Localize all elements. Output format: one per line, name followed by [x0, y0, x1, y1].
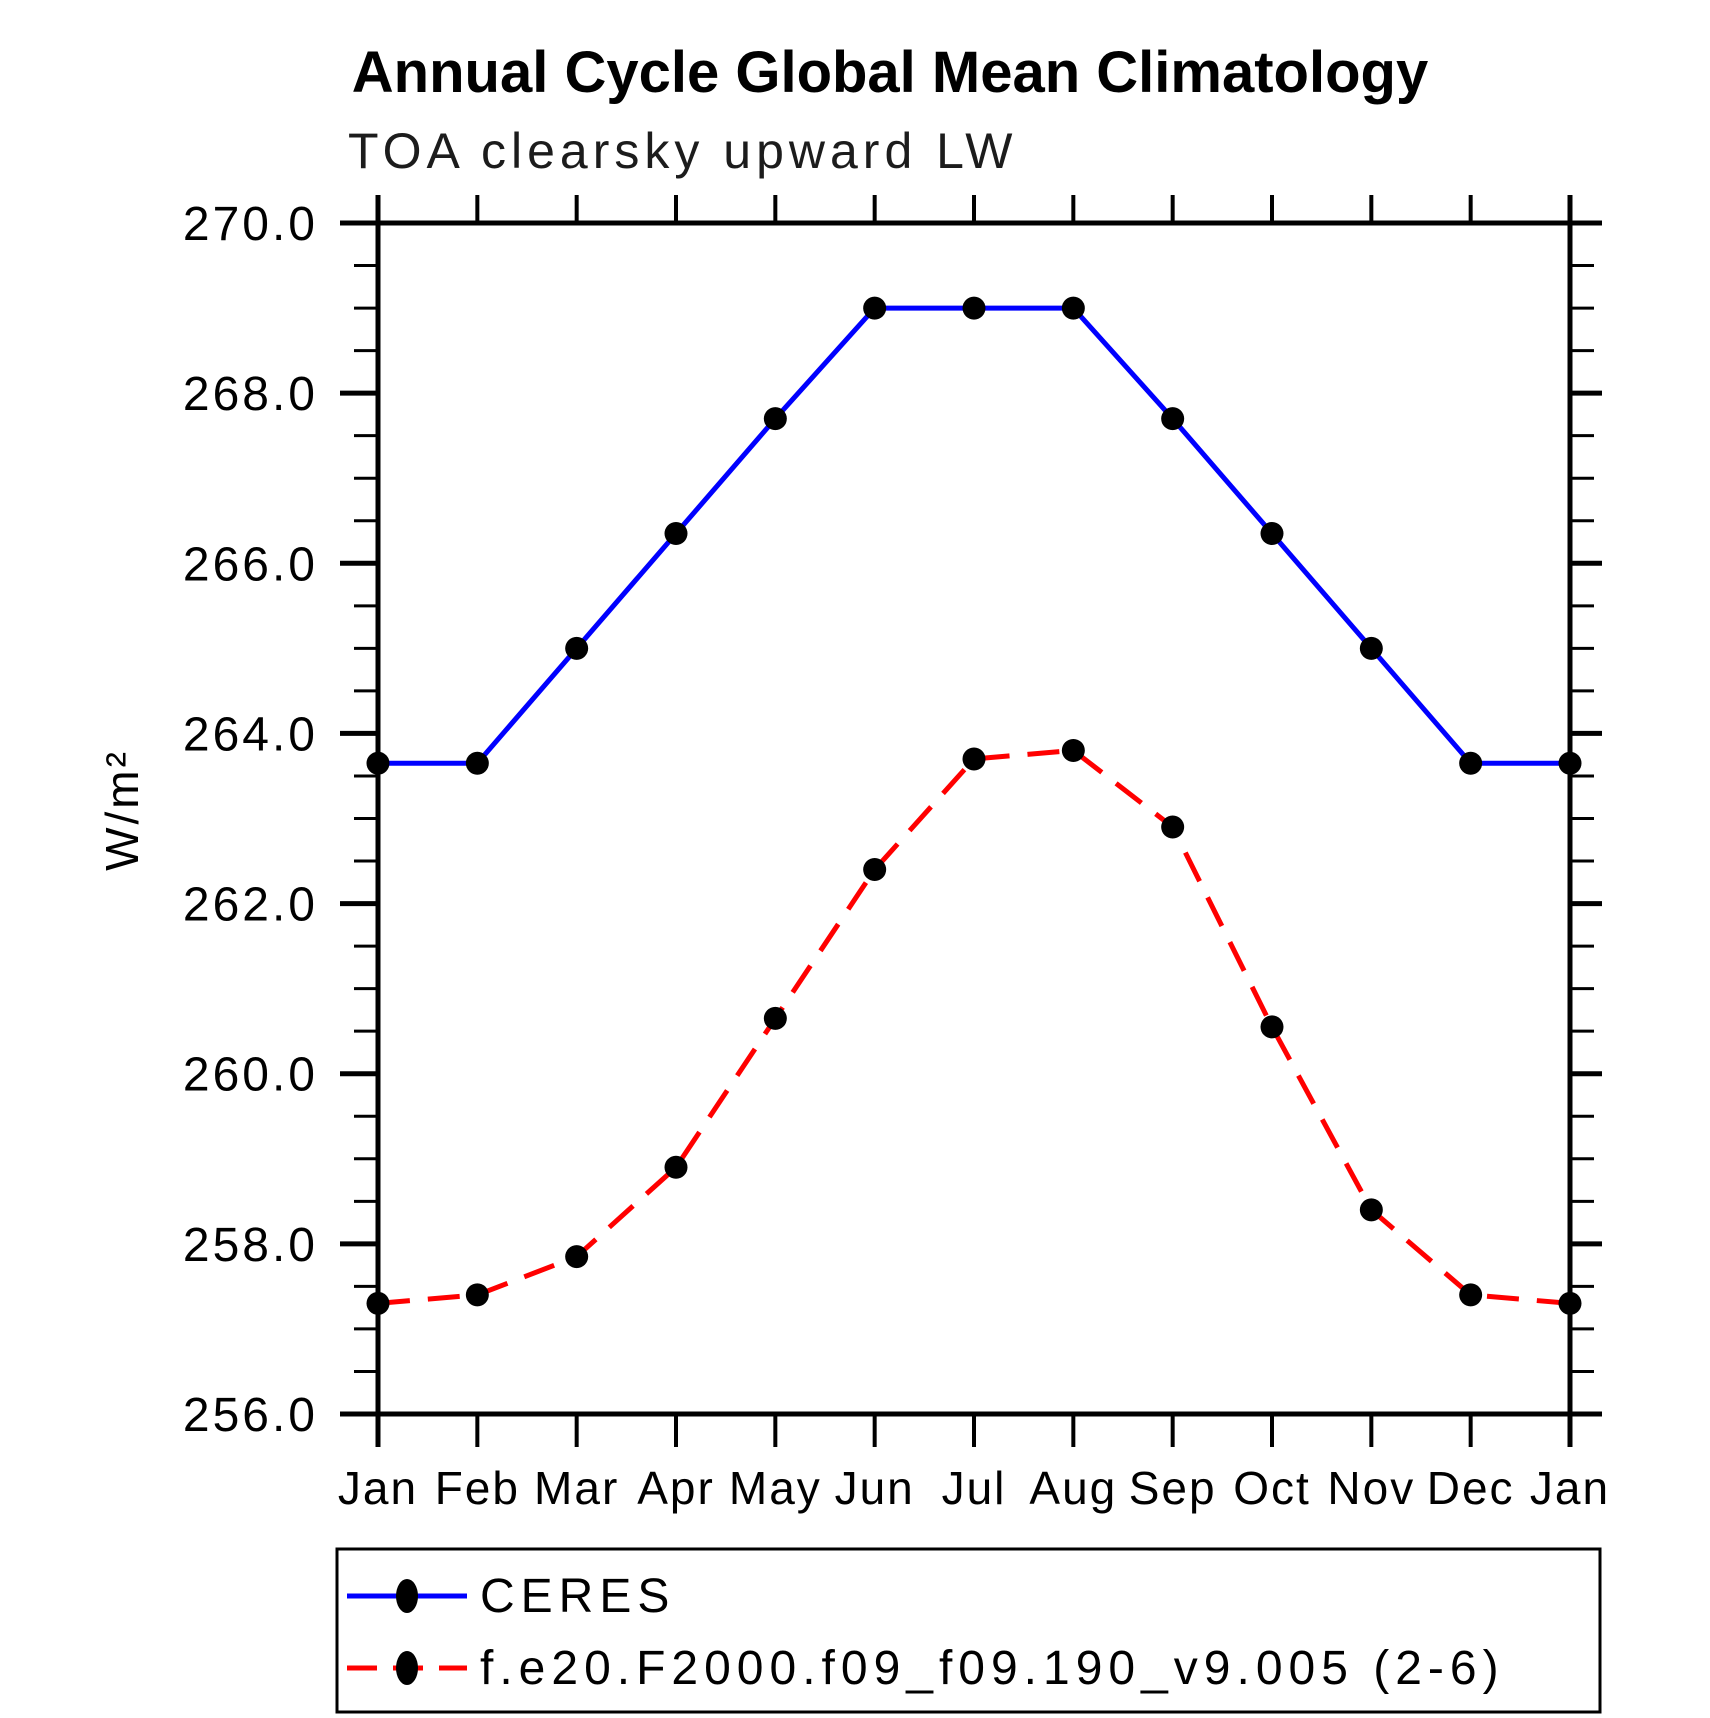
data-point-marker — [1260, 1015, 1284, 1039]
data-point-marker — [664, 1155, 688, 1179]
x-tick-label: Dec — [1427, 1462, 1515, 1514]
legend-label: CERES — [480, 1570, 675, 1623]
data-point-marker — [565, 636, 589, 660]
data-point-marker — [1459, 1283, 1483, 1307]
y-tick-label: 260.0 — [183, 1049, 318, 1102]
data-point-marker — [1558, 751, 1582, 775]
y-tick-label: 264.0 — [183, 708, 318, 761]
data-point-marker — [1161, 407, 1185, 431]
y-tick-label: 266.0 — [183, 538, 318, 591]
x-tick-label: Jun — [835, 1462, 915, 1514]
data-point-marker — [1359, 1198, 1383, 1222]
x-tick-label: May — [729, 1462, 822, 1514]
legend-marker — [396, 1651, 418, 1685]
x-tick-label: Oct — [1233, 1462, 1311, 1514]
x-tick-label: Jan — [1530, 1462, 1610, 1514]
series-line-model — [377, 747, 1571, 1306]
data-point-marker — [1260, 522, 1284, 546]
data-point-marker — [962, 747, 986, 771]
data-point-marker — [1061, 296, 1085, 320]
legend-marker — [396, 1579, 418, 1613]
x-tick-label: Aug — [1029, 1462, 1117, 1514]
x-tick-label: Mar — [534, 1462, 619, 1514]
data-point-marker — [863, 858, 887, 882]
chart-title: Annual Cycle Global Mean Climatology — [352, 40, 1428, 105]
data-point-marker — [465, 1283, 489, 1307]
data-point-marker — [1061, 738, 1085, 762]
data-point-marker — [1459, 751, 1483, 775]
y-tick-label: 258.0 — [183, 1219, 318, 1272]
y-tick-label: 268.0 — [183, 368, 318, 421]
y-tick-label: 256.0 — [183, 1389, 318, 1442]
legend-label: f.e20.F2000.f09_f09.190_v9.005 (2-6) — [480, 1642, 1505, 1695]
legend: CERES f.e20.F2000.f09_f09.190_v9.005 (2-6… — [335, 1547, 1602, 1714]
data-point-marker — [664, 522, 688, 546]
data-point-marker — [1359, 636, 1383, 660]
data-point-marker — [366, 751, 390, 775]
data-point-marker — [465, 751, 489, 775]
y-axis-title: W/m² — [96, 749, 148, 871]
data-point-marker — [565, 1245, 589, 1269]
x-tick-label: Feb — [435, 1462, 520, 1514]
data-point-marker — [962, 296, 986, 320]
legend-box — [335, 1547, 1602, 1714]
data-point-marker — [763, 1006, 787, 1030]
data-point-marker — [1558, 1291, 1582, 1315]
x-tick-label: Apr — [637, 1462, 715, 1514]
chart-subtitle: TOA clearsky upward LW — [348, 123, 1017, 179]
data-point-marker — [1161, 815, 1185, 839]
x-tick-label: Jan — [338, 1462, 418, 1514]
plot-area: 256.0 258.0 260.0 262.0 264.0 266.0 268.0 270.0… — [183, 195, 1610, 1514]
y-tick-label: 262.0 — [183, 879, 318, 932]
x-tick-label: Nov — [1327, 1462, 1415, 1514]
y-tick-label: 270.0 — [183, 198, 318, 251]
data-point-marker — [763, 407, 787, 431]
x-tick-label: Jul — [942, 1462, 1007, 1514]
series-line-ceres — [378, 305, 1570, 766]
data-point-marker — [863, 296, 887, 320]
x-tick-label: Sep — [1129, 1462, 1217, 1514]
data-point-marker — [366, 1291, 390, 1315]
